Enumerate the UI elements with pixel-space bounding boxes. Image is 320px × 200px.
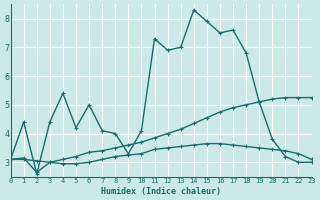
X-axis label: Humidex (Indice chaleur): Humidex (Indice chaleur) xyxy=(101,187,221,196)
